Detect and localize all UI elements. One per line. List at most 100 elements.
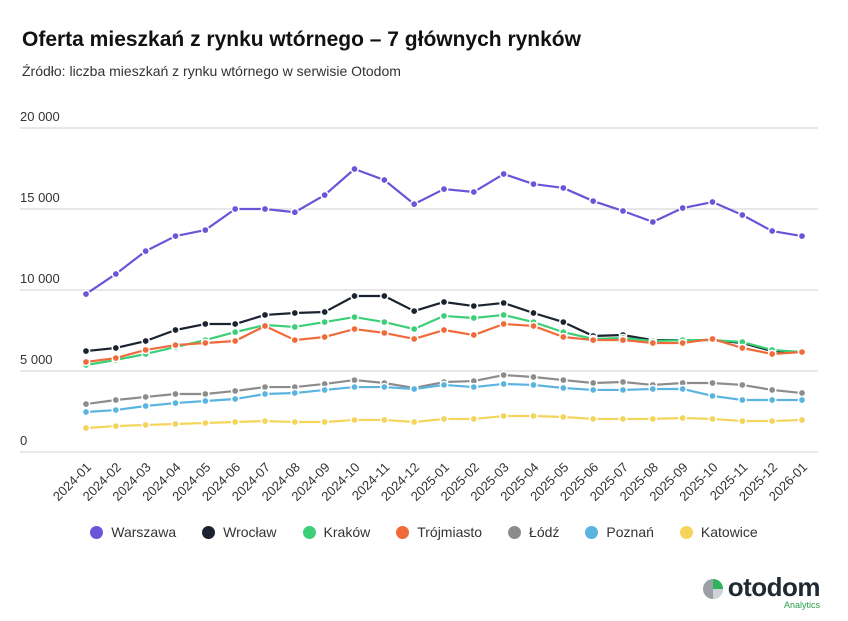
data-point (529, 380, 538, 390)
data-point (141, 420, 151, 430)
legend-label: Katowice (700, 524, 758, 540)
data-point (409, 334, 419, 344)
data-point (141, 392, 151, 402)
data-point (81, 399, 91, 409)
otodom-logo: otodom Analytics (702, 572, 821, 610)
data-point (678, 203, 688, 213)
legend-label: Warszawa (111, 524, 177, 540)
data-point (737, 210, 747, 220)
data-point (558, 412, 568, 422)
data-point (260, 321, 270, 331)
data-point (708, 197, 717, 207)
chart-subtitle: Źródło: liczba mieszkań z rynku wtórnego… (22, 63, 401, 79)
data-point (767, 416, 777, 426)
legend-item: Kraków (302, 524, 371, 540)
data-point (290, 335, 300, 345)
data-point (499, 319, 509, 329)
data-point (290, 417, 300, 427)
data-point (81, 357, 91, 367)
data-point (111, 395, 121, 405)
data-point (648, 217, 658, 227)
data-point (737, 343, 747, 353)
data-point (469, 301, 479, 311)
data-point (200, 319, 210, 329)
data-point (81, 289, 91, 299)
data-point (350, 324, 359, 334)
data-point (260, 389, 270, 399)
data-point (290, 322, 300, 332)
legend-label: Trójmiasto (417, 524, 483, 540)
series-Katowice (81, 411, 807, 433)
data-point (469, 330, 479, 340)
legend-marker (202, 525, 216, 539)
data-point (350, 375, 359, 385)
series-Trójmiasto (81, 319, 807, 367)
data-point (558, 317, 568, 327)
data-point (558, 183, 568, 193)
data-point (141, 401, 151, 411)
y-tick-label: 0 (20, 433, 27, 448)
data-point (439, 184, 449, 194)
data-point (767, 385, 777, 395)
data-point (200, 389, 210, 399)
chart-title: Oferta mieszkań z rynku wtórnego – 7 głó… (22, 28, 581, 51)
data-point (767, 349, 777, 359)
data-point (469, 187, 479, 197)
data-point (469, 382, 479, 392)
data-point (767, 226, 777, 236)
data-point (588, 414, 598, 424)
data-point (439, 325, 449, 335)
data-point (737, 416, 747, 426)
data-point (230, 386, 240, 396)
data-point (320, 317, 330, 327)
data-point (350, 382, 359, 392)
data-point (588, 385, 598, 395)
data-point (320, 332, 330, 342)
data-point (111, 421, 121, 431)
data-point (260, 416, 270, 426)
data-point (350, 415, 359, 425)
data-point (290, 308, 300, 318)
data-point (558, 332, 568, 342)
data-point (141, 336, 151, 346)
data-point (81, 346, 91, 356)
data-point (618, 385, 628, 395)
y-tick-label: 20 000 (20, 109, 60, 124)
data-point (379, 328, 389, 338)
data-point (350, 164, 359, 174)
legend-item: Poznań (585, 524, 654, 540)
data-point (379, 175, 389, 185)
data-point (171, 419, 180, 429)
data-point (618, 377, 628, 387)
data-point (171, 389, 180, 399)
data-point (111, 405, 121, 415)
y-tick-label: 5 000 (20, 352, 53, 367)
data-point (797, 415, 807, 425)
data-point (230, 417, 240, 427)
data-point (290, 388, 300, 398)
data-point (529, 321, 538, 331)
data-point (111, 269, 121, 279)
data-point (588, 335, 598, 345)
data-point (171, 340, 180, 350)
data-point (797, 388, 807, 398)
data-point (111, 353, 121, 363)
y-tick-label: 10 000 (20, 271, 60, 286)
data-point (111, 343, 121, 353)
data-point (379, 291, 389, 301)
data-point (618, 414, 628, 424)
data-point (409, 384, 419, 394)
data-point (737, 395, 747, 405)
data-point (708, 414, 717, 424)
data-point (588, 378, 598, 388)
data-point (81, 423, 91, 433)
data-point (708, 334, 717, 344)
data-point (141, 246, 151, 256)
data-point (320, 307, 330, 317)
legend-item: Wrocław (202, 524, 277, 540)
legend-marker (302, 525, 316, 539)
legend-label: Kraków (323, 524, 371, 540)
data-point (499, 298, 509, 308)
data-point (678, 413, 688, 423)
